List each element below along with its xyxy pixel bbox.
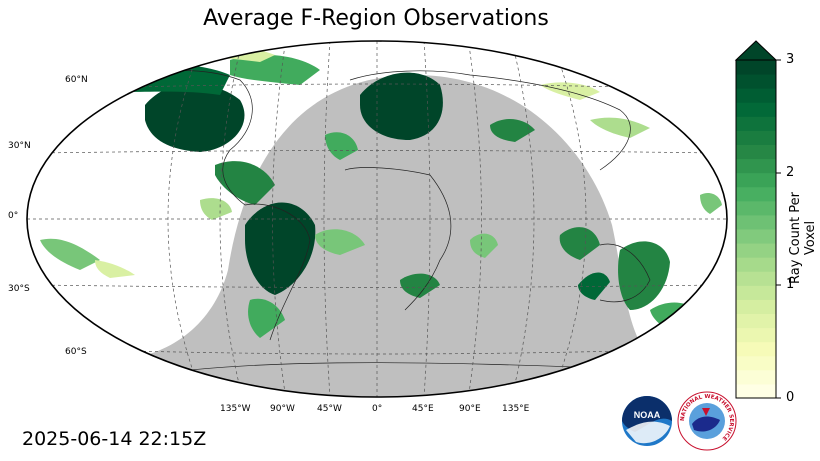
colorbar-label: Ray Count Per Voxel bbox=[788, 192, 818, 284]
lon-label-45e: 45°E bbox=[412, 404, 434, 414]
lat-label-60n: 60°N bbox=[65, 75, 88, 85]
colorbar-segment bbox=[736, 327, 776, 343]
lon-label-0: 0° bbox=[372, 404, 383, 414]
colorbar-segment bbox=[736, 271, 776, 286]
colorbar-tick-0: 0 bbox=[786, 390, 795, 405]
lon-label-45w: 45°W bbox=[317, 404, 342, 414]
colorbar-segment bbox=[736, 257, 776, 272]
colorbar-segment bbox=[736, 158, 776, 174]
noaa-logo-text: NOAA bbox=[634, 410, 661, 420]
colorbar-segment bbox=[736, 341, 776, 357]
colorbar-segment bbox=[736, 74, 776, 89]
timestamp: 2025-06-14 22:15Z bbox=[22, 428, 207, 450]
map-title: Average F-Region Observations bbox=[203, 6, 549, 31]
colorbar-segment bbox=[736, 285, 776, 300]
lon-label-90w: 90°W bbox=[270, 404, 295, 414]
nws-logo: NATIONAL WEATHER SERVICE bbox=[677, 391, 737, 451]
colorbar-segment bbox=[736, 130, 776, 145]
colorbar-segment bbox=[736, 383, 776, 399]
colorbar-frame bbox=[735, 59, 777, 399]
lon-label-135w: 135°W bbox=[220, 404, 251, 414]
colorbar-segment bbox=[736, 355, 776, 371]
globe-outline bbox=[26, 40, 728, 398]
lon-label-90e: 90°E bbox=[459, 404, 481, 414]
colorbar-tick-1: 1 bbox=[786, 277, 795, 292]
night-shading bbox=[100, 75, 645, 397]
colorbar-segment bbox=[736, 200, 776, 216]
colorbar-segment bbox=[736, 214, 776, 230]
colorbar-segment bbox=[736, 172, 776, 188]
noaa-logo: NOAA bbox=[622, 396, 672, 446]
colorbar-segment bbox=[736, 186, 776, 202]
lon-label-135e: 135°E bbox=[502, 404, 530, 414]
colorbar-segments bbox=[736, 60, 776, 399]
colorbar-tick-2: 2 bbox=[786, 165, 795, 180]
colorbar-segment bbox=[736, 299, 776, 314]
colorbar-tick-3: 3 bbox=[786, 52, 795, 67]
colorbar-segment bbox=[736, 60, 776, 75]
colorbar-segment bbox=[736, 116, 776, 131]
lat-label-60s: 60°S bbox=[65, 347, 87, 357]
colorbar-tick-marks bbox=[776, 59, 781, 399]
colorbar-segment bbox=[736, 229, 776, 244]
colorbar-segment bbox=[736, 369, 776, 385]
colorbar-extend-arrow bbox=[734, 40, 778, 61]
graticule bbox=[27, 41, 727, 397]
colorbar-segment bbox=[736, 243, 776, 258]
lat-label-equator: 0° bbox=[8, 211, 19, 221]
colorbar-segment bbox=[736, 313, 776, 329]
lat-label-30n: 30°N bbox=[8, 141, 31, 151]
lat-label-30s: 30°S bbox=[8, 284, 30, 294]
colorbar-segment bbox=[736, 88, 776, 103]
colorbar-segment bbox=[736, 102, 776, 117]
colorbar-segment bbox=[736, 144, 776, 160]
